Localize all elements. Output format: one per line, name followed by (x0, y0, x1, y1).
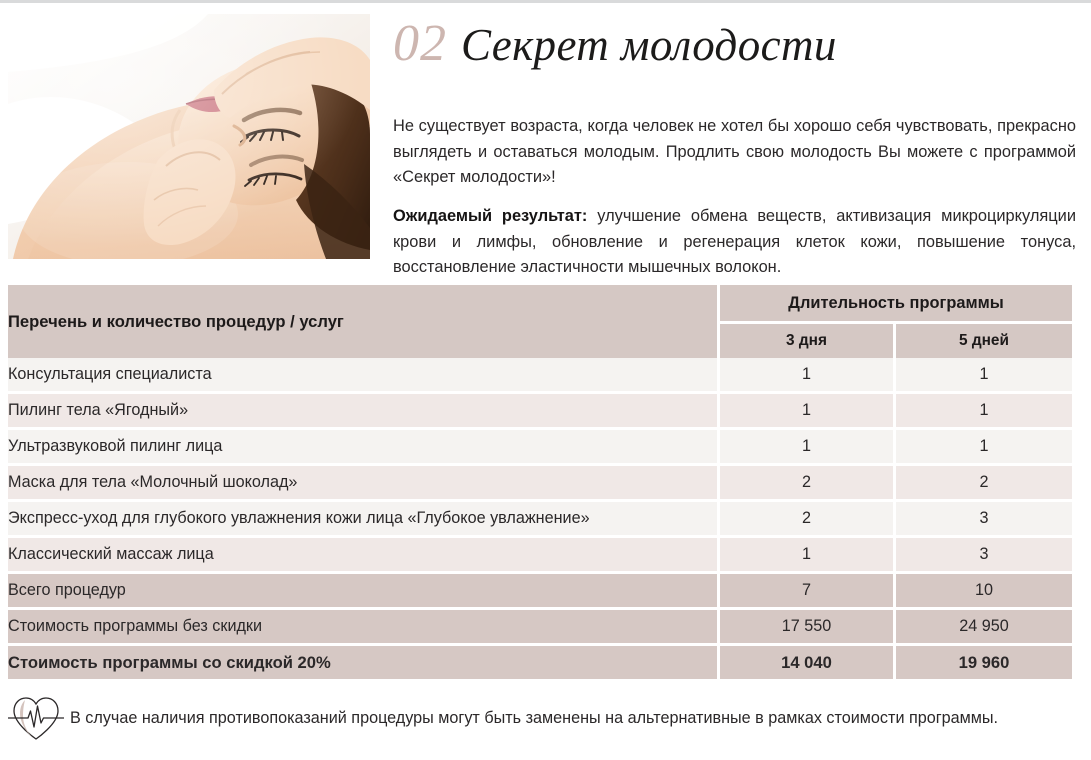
row-value-5-days: 2 (896, 466, 1072, 502)
heart-pulse-glyph (8, 697, 64, 740)
row-service-name: Пилинг тела «Ягодный» (8, 394, 720, 430)
section-number: 02 (393, 15, 447, 72)
table-head: Перечень и количество процедур / услуг Д… (8, 285, 1072, 358)
row-service-name: Стоимость программы без скидки (8, 610, 720, 646)
column-header-duration: Длительность программы (720, 285, 1072, 324)
row-value-5-days: 3 (896, 502, 1072, 538)
row-service-name: Экспресс-уход для глубокого увлажнения к… (8, 502, 720, 538)
row-value-3-days: 2 (720, 502, 896, 538)
row-value-5-days: 1 (896, 358, 1072, 394)
row-value-3-days: 1 (720, 358, 896, 394)
row-service-name: Ультразвуковой пилинг лица (8, 430, 720, 466)
table-header-row-group: Перечень и количество процедур / услуг Д… (8, 285, 1072, 358)
table-row: Классический массаж лица 1 3 (8, 538, 1072, 574)
row-value-3-days: 17 550 (720, 610, 896, 646)
row-value-3-days: 14 040 (720, 646, 896, 679)
top-divider (0, 0, 1091, 3)
row-service-name: Стоимость программы со скидкой 20% (8, 646, 720, 679)
spa-massage-illustration (8, 14, 370, 259)
program-price-table: Перечень и количество процедур / услуг Д… (8, 285, 1072, 679)
row-value-5-days: 1 (896, 394, 1072, 430)
column-header-5-days: 5 дней (896, 324, 1072, 358)
footnote-text: В случае наличия противопоказаний процед… (70, 709, 999, 727)
row-value-5-days: 24 950 (896, 610, 1072, 646)
table-row: Экспресс-уход для глубокого увлажнения к… (8, 502, 1072, 538)
column-header-3-days: 3 дня (720, 324, 896, 358)
row-value-3-days: 1 (720, 430, 896, 466)
row-value-3-days: 2 (720, 466, 896, 502)
row-value-5-days: 1 (896, 430, 1072, 466)
table-row: Консультация специалиста 1 1 (8, 358, 1072, 394)
row-value-3-days: 7 (720, 574, 896, 610)
heart-pulse-icon (8, 693, 64, 743)
column-header-services: Перечень и количество процедур / услуг (8, 285, 720, 358)
section-title: Секрет молодости (461, 20, 837, 70)
row-service-name: Консультация специалиста (8, 358, 720, 394)
intro-paragraph: Не существует возраста, когда человек не… (393, 117, 1076, 187)
row-service-name: Классический массаж лица (8, 538, 720, 574)
row-value-5-days: 19 960 (896, 646, 1072, 679)
expected-result-text: улучшение обмена веществ, активизация ми… (393, 207, 1076, 277)
hero-image (8, 14, 370, 259)
table-body: Консультация специалиста 1 1 Пилинг тела… (8, 358, 1072, 679)
table-header-row-sub: 3 дня 5 дней (8, 324, 1072, 358)
row-service-name: Маска для тела «Молочный шоколад» (8, 466, 720, 502)
table-row-price-discounted: Стоимость программы со скидкой 20% 14 04… (8, 646, 1072, 679)
table-row: Маска для тела «Молочный шоколад» 2 2 (8, 466, 1072, 502)
row-value-3-days: 1 (720, 538, 896, 574)
row-value-3-days: 1 (720, 394, 896, 430)
row-value-5-days: 3 (896, 538, 1072, 574)
table-row-total-procedures: Всего процедур 7 10 (8, 574, 1072, 610)
row-service-name: Всего процедур (8, 574, 720, 610)
footnote: В случае наличия противопоказаний процед… (8, 690, 1078, 746)
row-value-5-days: 10 (896, 574, 1072, 610)
expected-result-label: Ожидаемый результат: (393, 207, 588, 226)
expected-result-paragraph: Ожидаемый результат: улучшение обмена ве… (393, 204, 1076, 281)
table-row: Ультразвуковой пилинг лица 1 1 (8, 430, 1072, 466)
page-title: 02 Секрет молодости (393, 18, 1083, 84)
table-row: Пилинг тела «Ягодный» 1 1 (8, 394, 1072, 430)
table-row-price-full: Стоимость программы без скидки 17 550 24… (8, 610, 1072, 646)
